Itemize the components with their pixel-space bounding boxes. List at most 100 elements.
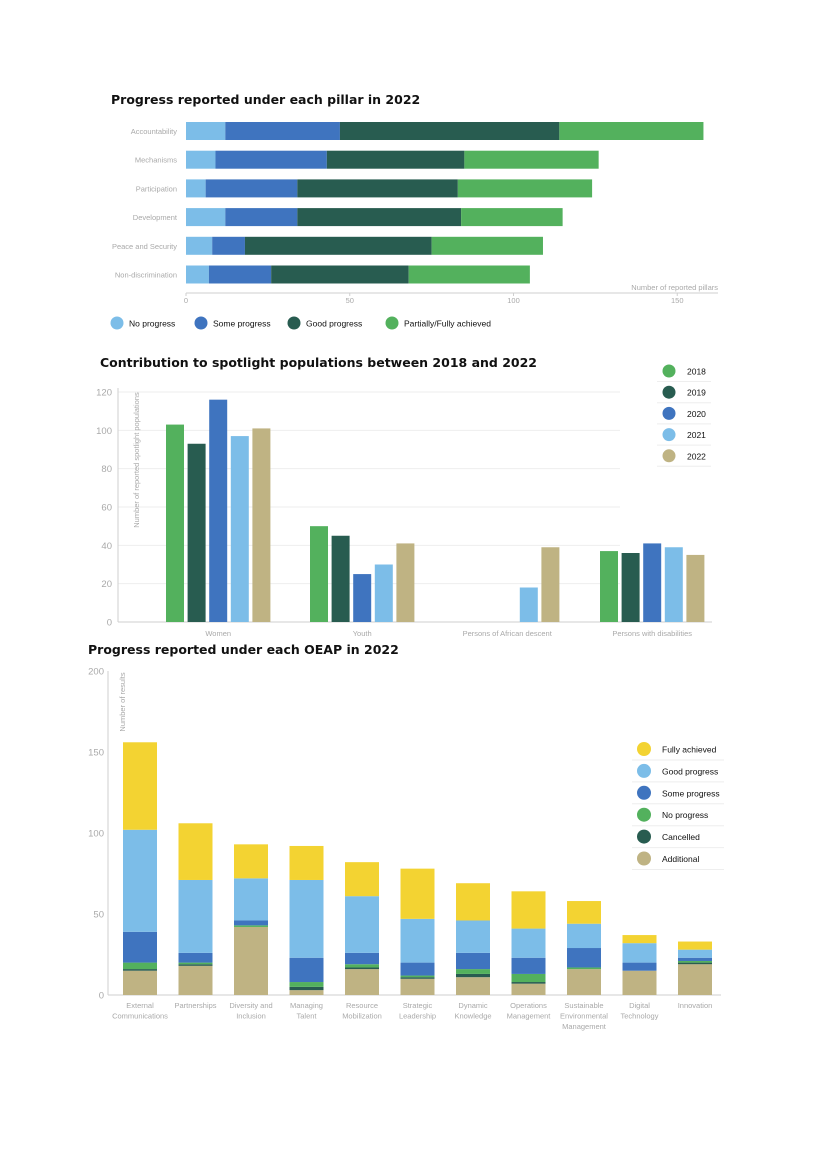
category-label-line: Resource <box>346 1001 378 1010</box>
bar-cancelled-partnerships <box>178 964 213 966</box>
bar-some-progress-dynamic-knowledge <box>456 952 490 970</box>
bar-no-progress-partnerships <box>178 962 213 965</box>
bar-cancelled-dynamic-knowledge <box>456 973 490 978</box>
category-label: Managing Talent <box>290 1001 323 1021</box>
category-label-line: Digital <box>629 1001 650 1010</box>
legend-swatch-2018 <box>662 364 676 378</box>
y-tick-label: 40 <box>101 541 112 552</box>
pillar-progress-chart: Progress reported under each pillar in 2… <box>110 92 718 330</box>
legend-label-additional: Additional <box>662 854 699 864</box>
legend-label-some-progress: Some progress <box>662 788 720 798</box>
bar-good-progress-operations-management <box>511 928 546 958</box>
category-label: Persons with disabilities <box>612 629 692 638</box>
category-label-line: Environmental <box>560 1012 608 1021</box>
bar-fully-achieved-diversity-and-inclusion <box>234 844 268 879</box>
bar-2019-persons-with-disabilities <box>621 553 640 622</box>
bar-no-progress-resource-mobilization <box>345 964 379 968</box>
y-tick-label: 0 <box>107 618 112 629</box>
bar-good-progress-development <box>297 208 462 227</box>
y-tick-label: 100 <box>96 426 112 437</box>
bar-good-progress-digital-technology <box>622 943 657 963</box>
bar-good-progress-participation <box>297 179 458 198</box>
legend-label-no-progress: No progress <box>129 319 175 329</box>
category-label-line: Leadership <box>399 1012 436 1021</box>
category-label-line: Diversity and <box>229 1001 272 1010</box>
legend-label-2019: 2019 <box>687 388 706 398</box>
legend-swatch-2021 <box>662 428 676 442</box>
bar-additional-partnerships <box>178 965 213 995</box>
bar-2020-youth <box>353 574 372 622</box>
bar-no-progress-innovation <box>678 960 712 963</box>
bar-good-progress-accountability <box>339 122 560 140</box>
bar-some-progress-strategic-leadership <box>400 962 435 976</box>
bar-cancelled-resource-mobilization <box>345 967 379 970</box>
bar-good-progress-partnerships <box>178 879 213 953</box>
bar-good-progress-managing-talent <box>289 879 324 958</box>
bar-good-progress-sustainable-environmental-management <box>567 923 601 949</box>
bar-2020-persons-with-disabilities <box>643 543 662 622</box>
bar-additional-sustainable-environmental-management <box>567 969 601 995</box>
bar-no-progress-external-communications <box>123 962 157 970</box>
bar-additional-operations-management <box>511 983 546 995</box>
category-label-line: Mobilization <box>342 1012 382 1021</box>
legend-label-2020: 2020 <box>687 409 706 419</box>
legend-swatch-no-progress <box>637 807 651 822</box>
bar-some-progress-digital-technology <box>622 962 657 971</box>
category-label: Dynamic Knowledge <box>454 1001 491 1021</box>
bar-some-progress-accountability <box>225 122 340 140</box>
bar-2020-women <box>209 399 228 622</box>
chart-title: Progress reported under each pillar in 2… <box>111 92 420 107</box>
bar-fully-achieved-digital-technology <box>622 935 657 944</box>
y-tick-label: 120 <box>96 388 112 399</box>
category-label-line: Inclusion <box>236 1012 266 1021</box>
bar-no-progress-sustainable-environmental-management <box>567 967 601 970</box>
bar-no-progress-peace-and-security <box>186 236 213 255</box>
bar-2022-youth <box>396 543 415 622</box>
legend-label-no-progress: No progress <box>662 810 708 820</box>
bar-some-progress-operations-management <box>511 957 546 974</box>
y-axis-title: Number of results <box>118 672 127 731</box>
bar-additional-dynamic-knowledge <box>456 977 490 995</box>
bar-cancelled-operations-management <box>511 982 546 984</box>
bar-fully-achieved-dynamic-knowledge <box>456 883 490 921</box>
legend-label-2018: 2018 <box>687 367 706 377</box>
bar-some-progress-resource-mobilization <box>345 952 379 965</box>
bar-additional-external-communications <box>123 970 157 995</box>
bar-good-progress-non-discrimination <box>271 265 409 284</box>
x-tick-label: 50 <box>346 296 354 305</box>
x-tick-label: 150 <box>671 296 684 305</box>
chart-title: Contribution to spotlight populations be… <box>100 355 537 370</box>
category-label: Digital Technology <box>621 1001 659 1021</box>
category-label-line: Innovation <box>678 1001 713 1010</box>
legend-swatch-2019 <box>662 385 676 399</box>
bar-cancelled-external-communications <box>123 969 157 971</box>
category-label: External Communications <box>112 1001 168 1021</box>
y-tick-label: 0 <box>99 991 104 1002</box>
x-tick-label: 100 <box>507 296 520 305</box>
bar-good-progress-external-communications <box>123 829 157 932</box>
bar-fully-achieved-managing-talent <box>289 845 324 880</box>
category-label: Non-discrimination <box>115 271 177 280</box>
bar-partially-fully-achieved-participation <box>457 179 593 198</box>
bar-fully-achieved-partnerships <box>178 823 213 880</box>
chart-title: Progress reported under each OEAP in 202… <box>88 642 399 657</box>
bar-partially-fully-achieved-non-discrimination <box>408 265 530 284</box>
category-label-line: Strategic <box>403 1001 433 1010</box>
category-label: Participation <box>136 184 177 193</box>
category-label: Persons of African descent <box>463 629 553 638</box>
bar-good-progress-resource-mobilization <box>345 896 379 953</box>
bar-cancelled-innovation <box>678 962 712 965</box>
bar-fully-achieved-resource-mobilization <box>345 862 379 897</box>
bar-additional-diversity-and-inclusion <box>234 926 268 995</box>
bar-good-progress-dynamic-knowledge <box>456 920 490 953</box>
legend-swatch-2022 <box>662 449 676 463</box>
category-label: Partnerships <box>174 1001 216 1010</box>
bar-partially-fully-achieved-mechanisms <box>464 150 599 169</box>
bar-2018-women <box>166 424 184 622</box>
x-tick-label: 0 <box>184 296 188 305</box>
bar-good-progress-peace-and-security <box>244 236 432 255</box>
category-label: Development <box>133 213 178 222</box>
y-tick-label: 50 <box>93 910 104 921</box>
legend-label-good-progress: Good progress <box>662 766 718 776</box>
legend-swatch-some-progress <box>194 316 208 330</box>
